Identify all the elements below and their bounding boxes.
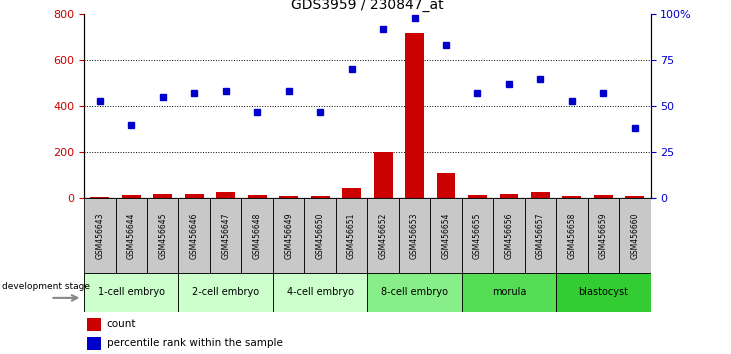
Text: GSM456653: GSM456653 bbox=[410, 212, 419, 259]
Bar bbox=[210, 198, 241, 273]
Bar bbox=[87, 318, 101, 331]
Bar bbox=[499, 194, 518, 198]
Bar bbox=[154, 194, 173, 198]
Text: GSM456660: GSM456660 bbox=[630, 212, 640, 259]
Bar bbox=[399, 198, 431, 273]
Text: GSM456654: GSM456654 bbox=[442, 212, 450, 259]
Text: count: count bbox=[107, 319, 136, 329]
Text: GSM456655: GSM456655 bbox=[473, 212, 482, 259]
Bar bbox=[462, 273, 556, 312]
Text: 4-cell embryo: 4-cell embryo bbox=[287, 287, 354, 297]
Text: GSM456652: GSM456652 bbox=[379, 212, 387, 259]
Text: 8-cell embryo: 8-cell embryo bbox=[381, 287, 448, 297]
Bar bbox=[374, 152, 393, 198]
Text: GSM456657: GSM456657 bbox=[536, 212, 545, 259]
Text: GSM456643: GSM456643 bbox=[95, 212, 105, 259]
Bar bbox=[122, 195, 140, 198]
Bar bbox=[147, 198, 178, 273]
Text: percentile rank within the sample: percentile rank within the sample bbox=[107, 338, 283, 348]
Text: blastocyst: blastocyst bbox=[578, 287, 629, 297]
Text: GSM456659: GSM456659 bbox=[599, 212, 608, 259]
Bar bbox=[594, 195, 613, 198]
Bar bbox=[304, 198, 336, 273]
Text: GSM456647: GSM456647 bbox=[221, 212, 230, 259]
Bar bbox=[462, 198, 493, 273]
Bar bbox=[178, 273, 273, 312]
Bar bbox=[241, 198, 273, 273]
Bar bbox=[368, 198, 399, 273]
Bar bbox=[588, 198, 619, 273]
Text: GSM456646: GSM456646 bbox=[190, 212, 199, 259]
Bar bbox=[84, 198, 115, 273]
Text: GSM456648: GSM456648 bbox=[253, 212, 262, 259]
Bar bbox=[216, 193, 235, 198]
Text: GSM456651: GSM456651 bbox=[347, 212, 356, 259]
Bar bbox=[115, 198, 147, 273]
Bar bbox=[525, 198, 556, 273]
Bar bbox=[311, 196, 330, 198]
Bar bbox=[431, 198, 462, 273]
Bar bbox=[91, 197, 109, 198]
Bar bbox=[248, 195, 267, 198]
Text: GSM456656: GSM456656 bbox=[504, 212, 513, 259]
Text: 2-cell embryo: 2-cell embryo bbox=[192, 287, 260, 297]
Bar bbox=[185, 194, 204, 198]
Bar bbox=[556, 273, 651, 312]
Text: GSM456658: GSM456658 bbox=[567, 212, 577, 259]
Bar bbox=[468, 195, 487, 198]
Text: development stage: development stage bbox=[1, 282, 90, 291]
Bar bbox=[273, 198, 304, 273]
Text: GSM456650: GSM456650 bbox=[316, 212, 325, 259]
Bar bbox=[273, 273, 368, 312]
Bar bbox=[436, 173, 455, 198]
Bar bbox=[342, 188, 361, 198]
Bar bbox=[279, 196, 298, 198]
Text: 1-cell embryo: 1-cell embryo bbox=[98, 287, 164, 297]
Bar bbox=[556, 198, 588, 273]
Bar bbox=[368, 273, 462, 312]
Text: GSM456649: GSM456649 bbox=[284, 212, 293, 259]
Bar bbox=[87, 337, 101, 350]
Text: morula: morula bbox=[492, 287, 526, 297]
Bar bbox=[531, 193, 550, 198]
Bar bbox=[178, 198, 210, 273]
Bar bbox=[562, 196, 581, 198]
Bar bbox=[84, 273, 178, 312]
Text: GSM456645: GSM456645 bbox=[158, 212, 167, 259]
Title: GDS3959 / 230847_at: GDS3959 / 230847_at bbox=[291, 0, 444, 12]
Text: GSM456644: GSM456644 bbox=[126, 212, 136, 259]
Bar bbox=[619, 198, 651, 273]
Bar bbox=[336, 198, 368, 273]
Bar bbox=[493, 198, 525, 273]
Bar bbox=[405, 33, 424, 198]
Bar bbox=[626, 196, 644, 198]
